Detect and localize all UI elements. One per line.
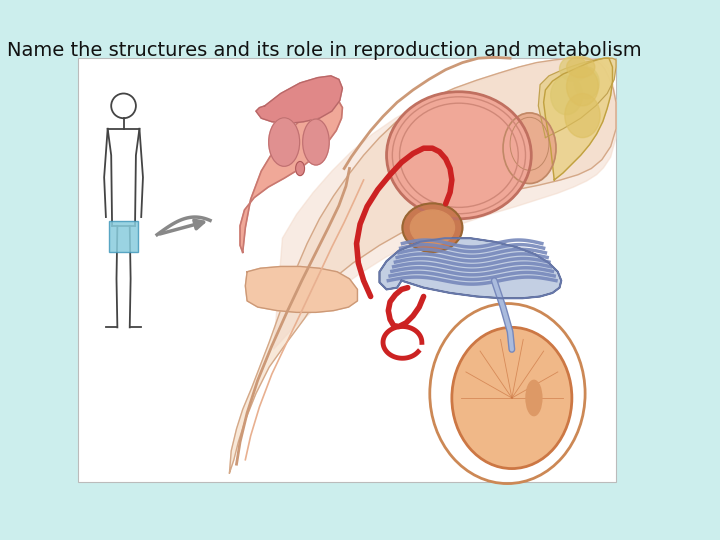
Polygon shape <box>240 100 343 252</box>
FancyBboxPatch shape <box>78 58 616 482</box>
Polygon shape <box>230 58 616 473</box>
Polygon shape <box>274 58 616 349</box>
Ellipse shape <box>575 67 599 99</box>
Ellipse shape <box>526 380 542 416</box>
Polygon shape <box>246 266 357 312</box>
Ellipse shape <box>296 161 305 176</box>
Text: Name the structures and its role in reproduction and metabolism: Name the structures and its role in repr… <box>7 40 642 59</box>
Ellipse shape <box>269 118 300 166</box>
Ellipse shape <box>551 76 582 114</box>
Ellipse shape <box>564 93 600 138</box>
Ellipse shape <box>452 327 572 469</box>
Ellipse shape <box>567 56 595 78</box>
Ellipse shape <box>559 56 588 81</box>
Ellipse shape <box>402 204 462 252</box>
Polygon shape <box>544 58 613 180</box>
Ellipse shape <box>503 113 556 184</box>
Ellipse shape <box>387 92 531 219</box>
Ellipse shape <box>302 119 329 165</box>
Ellipse shape <box>410 210 454 245</box>
Ellipse shape <box>567 67 598 106</box>
FancyBboxPatch shape <box>109 221 138 252</box>
Polygon shape <box>539 58 616 138</box>
Polygon shape <box>256 76 343 124</box>
Polygon shape <box>379 238 562 298</box>
